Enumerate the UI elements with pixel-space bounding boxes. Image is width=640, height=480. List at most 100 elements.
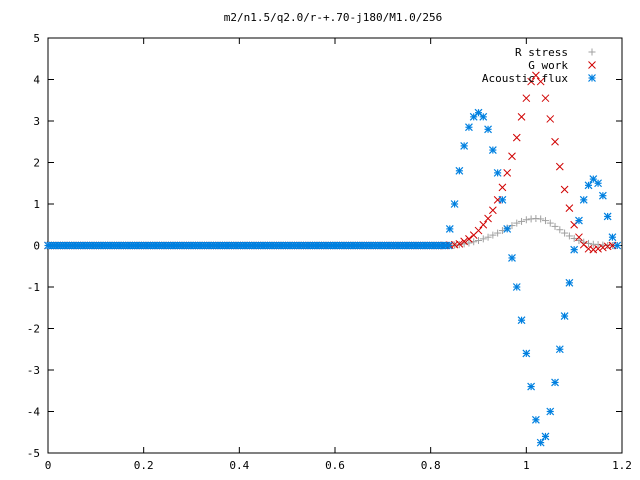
- data-point: [460, 141, 469, 150]
- legend-label: G work: [528, 59, 568, 72]
- data-point: [484, 233, 492, 241]
- y-tick-label: -4: [27, 406, 41, 419]
- data-point: [603, 242, 612, 251]
- data-point: [536, 438, 545, 447]
- data-point: [575, 216, 583, 225]
- data-point: [565, 232, 573, 240]
- data-point: [570, 234, 578, 242]
- data-point: [479, 112, 488, 121]
- data-point: [508, 254, 516, 262]
- data-point: [455, 239, 464, 248]
- data-point: [445, 224, 454, 233]
- x-tick-label: 0: [45, 459, 52, 472]
- data-point: [594, 244, 602, 253]
- data-point: [599, 243, 607, 252]
- data-point: [541, 432, 550, 441]
- data-point: [556, 226, 564, 234]
- data-point: [565, 204, 574, 213]
- data-point: [512, 133, 521, 142]
- data-point: [546, 219, 554, 227]
- legend-marker: [588, 61, 596, 69]
- data-point: [517, 316, 526, 325]
- data-point: [474, 226, 483, 235]
- data-point: [584, 181, 593, 190]
- data-point: [465, 239, 473, 247]
- x-tick-label: 0.6: [325, 459, 345, 472]
- y-tick-label: -5: [27, 447, 40, 460]
- data-point: [527, 382, 536, 391]
- data-point: [498, 183, 507, 192]
- data-point: [560, 312, 569, 320]
- legend-label: Acoustic flux: [482, 72, 568, 85]
- data-point: [555, 162, 564, 171]
- data-point: [518, 217, 526, 225]
- data-point: [589, 245, 598, 254]
- data-point: [474, 108, 483, 117]
- data-point: [551, 222, 559, 230]
- data-point: [522, 349, 531, 358]
- data-point: [475, 237, 482, 245]
- data-point: [498, 195, 507, 204]
- series-1: [44, 71, 617, 254]
- x-tick-label: 0.4: [229, 459, 249, 472]
- data-point: [531, 415, 540, 424]
- data-point: [484, 125, 492, 134]
- data-point: [503, 224, 512, 233]
- data-point: [570, 245, 579, 254]
- data-point: [585, 239, 593, 247]
- x-tick-label: 1.2: [612, 459, 632, 472]
- data-point: [532, 71, 540, 80]
- data-point: [575, 237, 583, 245]
- data-point: [444, 241, 453, 250]
- y-tick-label: 3: [33, 115, 40, 128]
- y-tick-label: 4: [33, 74, 40, 87]
- data-point: [522, 216, 530, 224]
- data-point: [546, 115, 555, 123]
- legend-marker: [588, 74, 596, 82]
- data-point: [598, 191, 607, 200]
- data-point: [479, 220, 488, 229]
- data-point: [455, 241, 463, 249]
- data-point: [465, 123, 473, 132]
- data-point: [488, 146, 497, 154]
- y-tick-label: 2: [33, 157, 40, 170]
- legend-marker: [588, 48, 596, 56]
- x-tick-label: 1: [523, 459, 530, 472]
- data-point: [508, 222, 516, 230]
- data-point: [489, 231, 497, 239]
- data-point: [551, 137, 559, 146]
- data-point: [603, 212, 612, 221]
- y-tick-label: -1: [27, 281, 40, 294]
- data-point: [479, 235, 487, 243]
- data-point: [488, 206, 497, 215]
- data-point: [551, 378, 559, 387]
- x-tick-label: 0.2: [134, 459, 154, 472]
- data-point: [460, 237, 469, 246]
- axis-ticks: 0 0.2 0.4 0.6 0.8 1 1.2 5 4 3 2 1 0 -1 -2 -3 -4 -5: [27, 32, 632, 472]
- y-tick-label: 0: [33, 240, 40, 253]
- series-layer: [44, 71, 622, 447]
- data-point: [546, 407, 555, 416]
- y-tick-label: 5: [33, 32, 40, 45]
- data-point: [494, 229, 502, 237]
- data-point: [579, 195, 588, 204]
- data-point: [484, 214, 492, 223]
- data-point: [541, 94, 550, 103]
- chart-title: m2/n1.5/q2.0/r-+.70-j180/M1.0/256: [224, 11, 443, 24]
- data-point: [537, 215, 545, 223]
- series-2: [44, 108, 622, 447]
- data-point: [565, 278, 574, 287]
- data-point: [527, 77, 535, 86]
- data-point: [455, 166, 464, 175]
- data-point: [608, 233, 617, 242]
- y-tick-label: -2: [27, 323, 40, 336]
- data-point: [536, 77, 545, 86]
- data-point: [503, 169, 512, 177]
- data-point: [613, 241, 622, 250]
- data-point: [584, 244, 593, 253]
- data-point: [541, 217, 549, 225]
- data-point: [450, 200, 459, 208]
- data-point: [517, 112, 526, 121]
